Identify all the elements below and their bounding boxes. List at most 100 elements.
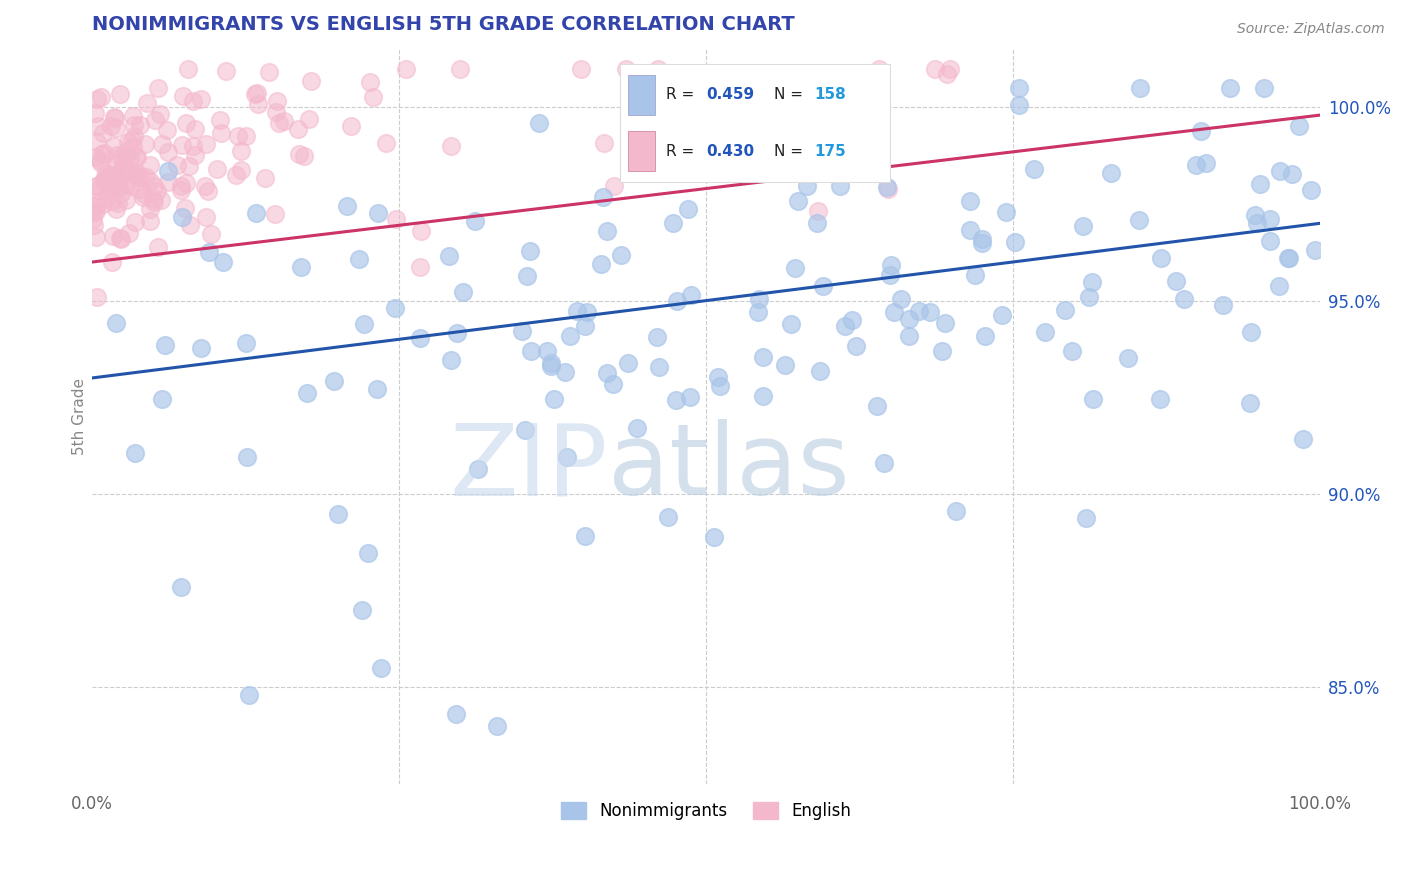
- Point: [666, 294, 689, 309]
- Point: [1099, 166, 1122, 180]
- Point: [108, 231, 131, 245]
- Point: [347, 252, 370, 266]
- Point: [132, 190, 155, 204]
- Point: [122, 166, 145, 180]
- Point: [752, 350, 775, 364]
- Point: [384, 301, 406, 315]
- Point: [834, 318, 856, 333]
- Point: [1062, 344, 1084, 359]
- Point: [908, 303, 931, 318]
- Text: NONIMMIGRANTS VS ENGLISH 5TH GRADE CORRELATION CHART: NONIMMIGRANTS VS ENGLISH 5TH GRADE CORRE…: [93, 15, 794, 34]
- Point: [440, 138, 463, 153]
- Point: [353, 318, 375, 332]
- Point: [135, 170, 157, 185]
- Point: [1033, 325, 1056, 339]
- Point: [995, 204, 1018, 219]
- Point: [357, 546, 380, 560]
- Point: [108, 174, 131, 188]
- Point: [439, 249, 461, 263]
- Point: [245, 206, 267, 220]
- Point: [1164, 274, 1187, 288]
- Point: [136, 95, 159, 110]
- Point: [91, 197, 114, 211]
- Point: [876, 180, 898, 194]
- Point: [841, 312, 863, 326]
- Point: [235, 128, 257, 143]
- Point: [138, 174, 160, 188]
- Point: [536, 344, 558, 359]
- Point: [529, 116, 551, 130]
- Point: [105, 156, 128, 170]
- Point: [1240, 325, 1263, 339]
- Point: [1149, 392, 1171, 406]
- Point: [1292, 432, 1315, 446]
- Point: [263, 207, 285, 221]
- Point: [1301, 182, 1323, 196]
- Point: [86, 290, 108, 304]
- Point: [121, 109, 143, 123]
- Point: [212, 255, 235, 269]
- Point: [105, 167, 128, 181]
- Point: [112, 160, 135, 174]
- Point: [86, 178, 108, 193]
- Point: [707, 370, 730, 384]
- Point: [336, 199, 359, 213]
- Point: [129, 170, 152, 185]
- Point: [827, 81, 849, 95]
- Point: [87, 183, 110, 197]
- Point: [121, 140, 143, 154]
- Point: [111, 161, 134, 176]
- Point: [93, 172, 115, 186]
- Point: [104, 169, 127, 183]
- Point: [197, 184, 219, 198]
- Point: [172, 210, 194, 224]
- Point: [657, 510, 679, 524]
- Point: [395, 62, 418, 76]
- Point: [796, 179, 818, 194]
- Point: [703, 530, 725, 544]
- Point: [114, 145, 136, 160]
- Point: [86, 178, 108, 193]
- Point: [190, 92, 212, 106]
- Point: [104, 111, 127, 125]
- Point: [200, 227, 222, 242]
- Point: [117, 135, 139, 149]
- Point: [105, 148, 128, 162]
- Point: [107, 196, 129, 211]
- Y-axis label: 5th Grade: 5th Grade: [72, 378, 87, 455]
- Point: [153, 338, 176, 352]
- Point: [409, 331, 432, 345]
- Point: [939, 62, 962, 76]
- Point: [596, 224, 619, 238]
- Point: [214, 63, 236, 78]
- Point: [1219, 81, 1241, 95]
- Point: [375, 136, 398, 151]
- Point: [287, 121, 309, 136]
- Point: [295, 385, 318, 400]
- Point: [245, 87, 267, 101]
- Text: ZIP: ZIP: [450, 419, 607, 516]
- Point: [370, 661, 392, 675]
- Point: [90, 90, 112, 104]
- Point: [614, 62, 637, 76]
- Point: [149, 107, 172, 121]
- Point: [86, 136, 108, 150]
- Point: [105, 120, 128, 135]
- Point: [110, 186, 132, 200]
- Point: [91, 147, 114, 161]
- Point: [170, 183, 193, 197]
- Point: [257, 65, 280, 79]
- Point: [105, 316, 128, 330]
- Point: [709, 379, 731, 393]
- Point: [409, 224, 432, 238]
- Point: [194, 178, 217, 193]
- Point: [1288, 119, 1310, 133]
- Point: [98, 178, 121, 193]
- Point: [879, 268, 901, 282]
- Point: [89, 153, 111, 167]
- Point: [449, 62, 471, 76]
- Point: [1022, 162, 1045, 177]
- Point: [1173, 292, 1195, 306]
- Point: [1195, 156, 1218, 170]
- Point: [103, 110, 125, 124]
